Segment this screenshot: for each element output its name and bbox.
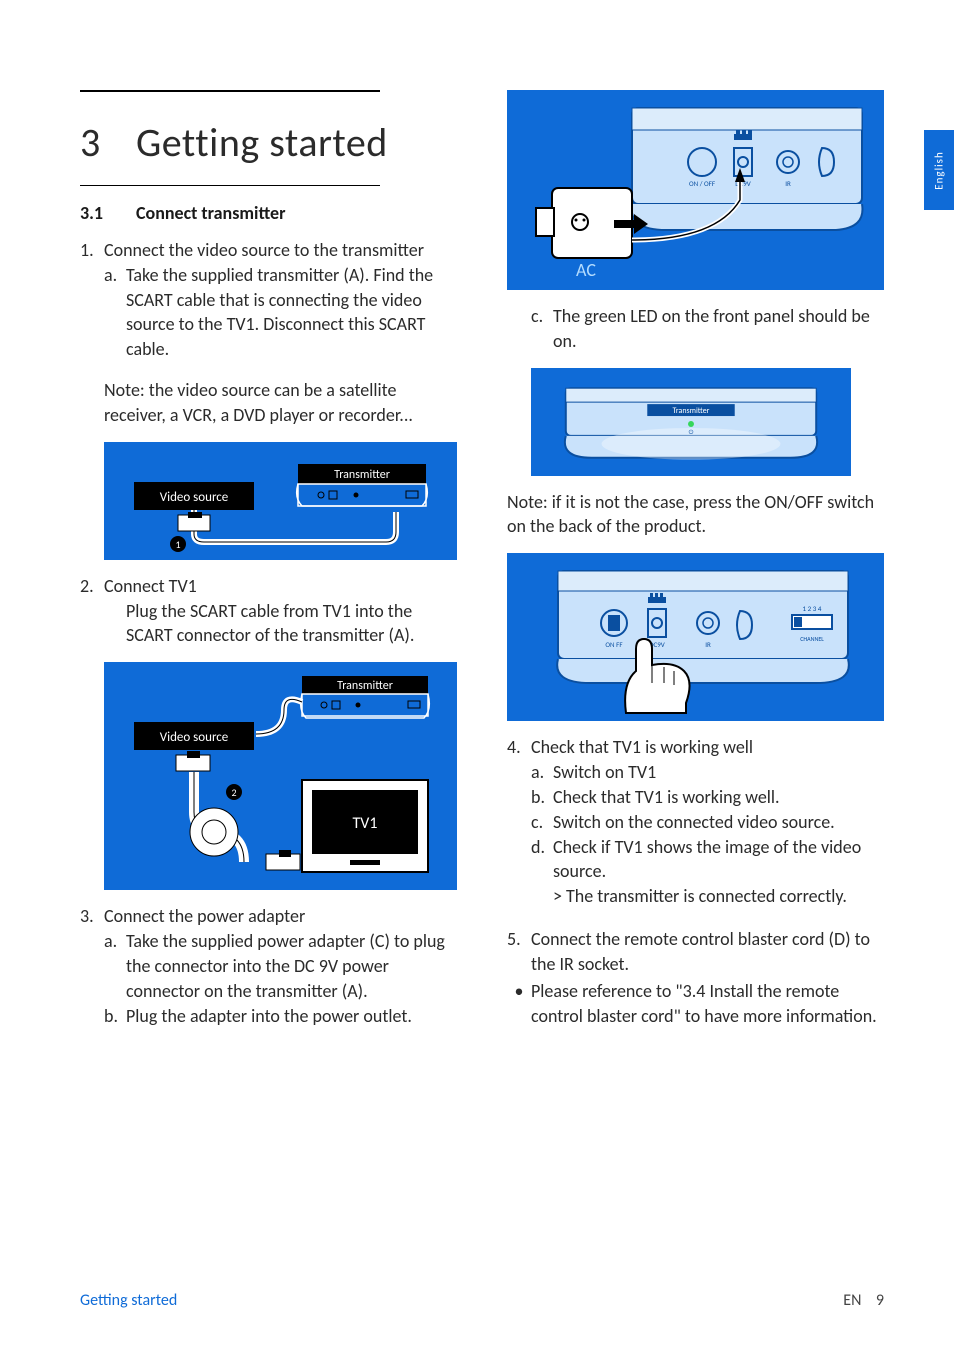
step-4a: a.Switch on TV1 xyxy=(531,760,884,785)
fig5-ir: IR xyxy=(705,640,711,649)
step-3c: c. The green LED on the front panel shou… xyxy=(531,304,884,354)
footer-left: Getting started xyxy=(80,1291,177,1310)
step-4c: c.Switch on the connected video source. xyxy=(531,810,884,835)
fig1-tx-label: Transmitter xyxy=(334,468,390,482)
step-text: Connect the power adapter xyxy=(104,904,457,929)
step-number: 3. xyxy=(80,904,104,929)
figure-2: Transmitter Video source xyxy=(104,662,457,890)
footer-page: 9 xyxy=(876,1291,884,1310)
footer-lang: EN xyxy=(843,1291,861,1310)
note-2: Note: if it is not the case, press the O… xyxy=(507,490,884,540)
footer: Getting started EN 9 xyxy=(80,1291,884,1310)
sub-text: Plug the adapter into the power outlet. xyxy=(126,1004,457,1029)
fig5-ch: 1 2 3 4 xyxy=(802,604,821,613)
step-3: 3. Connect the power adapter xyxy=(80,904,457,929)
step-5-bullet: • Please reference to "3.4 Install the r… xyxy=(507,979,884,1029)
sub-text: Take the supplied power adapter (C) to p… xyxy=(126,929,457,1003)
fig3-onoff: ON / OFF xyxy=(688,179,715,188)
fig2-vs-label: Video source xyxy=(159,730,228,745)
columns: 3Getting started 3.1 Connect transmitter… xyxy=(80,90,884,1028)
step-text: Connect the remote control blaster cord … xyxy=(531,927,884,977)
footer-right: EN 9 xyxy=(843,1291,884,1310)
left-column: 3Getting started 3.1 Connect transmitter… xyxy=(80,90,457,1028)
chapter-title: 3Getting started xyxy=(80,118,457,167)
fig1-badge: 1 xyxy=(175,538,180,551)
sub-letter: b. xyxy=(104,1004,126,1029)
step-5: 5. Connect the remote control blaster co… xyxy=(507,927,884,977)
rule-bottom xyxy=(80,185,380,186)
step-text: Connect the video source to the transmit… xyxy=(104,238,457,263)
figure-5-svg: ON FF DC9V IR 1 2 3 4 xyxy=(516,553,876,721)
figure-2-svg: Transmitter Video source xyxy=(116,662,446,890)
step-text: Check that TV1 is working well xyxy=(531,735,884,760)
body-right: c. The green LED on the front panel shou… xyxy=(507,304,884,1028)
sub-letter: a. xyxy=(104,263,126,362)
fig2-tx-label: Transmitter xyxy=(337,679,393,693)
note-1: Note: the video source can be a satellit… xyxy=(104,378,457,428)
svg-text:⏻: ⏻ xyxy=(689,428,694,436)
chapter-number: 3 xyxy=(80,118,136,167)
step-3a: a. Take the supplied power adapter (C) t… xyxy=(104,929,457,1003)
step-number: 4. xyxy=(507,735,531,760)
fig2-tv-label: TV1 xyxy=(352,814,377,833)
sub-text: The green LED on the front panel should … xyxy=(553,304,884,354)
step-4d: d.Check if TV1 shows the image of the vi… xyxy=(531,835,884,885)
step-2-body: Plug the SCART cable from TV1 into the S… xyxy=(126,599,457,649)
fig3-ir: IR xyxy=(785,179,791,188)
chapter-title-text: Getting started xyxy=(136,118,388,167)
section-title: Connect transmitter xyxy=(136,202,286,224)
sub-letter: c. xyxy=(531,304,553,354)
step-text: Connect TV1 xyxy=(104,574,457,599)
figure-3: ON / OFF DC9V IR xyxy=(507,90,884,290)
figure-5: ON FF DC9V IR 1 2 3 4 xyxy=(507,553,884,721)
fig5-onoff: ON FF xyxy=(605,640,623,649)
section-heading: 3.1 Connect transmitter xyxy=(80,202,457,224)
step-1: 1. Connect the video source to the trans… xyxy=(80,238,457,263)
sub-text: Take the supplied transmitter (A). Find … xyxy=(126,263,457,362)
rule-top xyxy=(80,90,380,92)
step-1a: a. Take the supplied transmitter (A). Fi… xyxy=(104,263,457,362)
figure-4: Transmitter ⏻ xyxy=(531,368,851,476)
step-3b: b. Plug the adapter into the power outle… xyxy=(104,1004,457,1029)
step-4d-result: > The transmitter is connected correctly… xyxy=(553,884,884,909)
fig1-vs-label: Video source xyxy=(159,490,228,505)
bullet-text: Please reference to "3.4 Install the rem… xyxy=(531,979,884,1029)
step-4: 4. Check that TV1 is working well xyxy=(507,735,884,760)
step-4b: b.Check that TV1 is working well. xyxy=(531,785,884,810)
sub-letter: a. xyxy=(104,929,126,1003)
step-number: 1. xyxy=(80,238,104,263)
figure-4-svg: Transmitter ⏻ xyxy=(532,368,850,476)
figure-3-svg: ON / OFF DC9V IR xyxy=(516,90,876,290)
fig3-ac: AC xyxy=(576,259,596,281)
fig5-chlab: CHANNEL xyxy=(800,635,824,643)
figure-1-svg: Video source Transmitter xyxy=(116,442,446,560)
bullet: • xyxy=(507,979,531,1029)
step-number: 5. xyxy=(507,927,531,977)
step-2: 2. Connect TV1 xyxy=(80,574,457,599)
step-number: 2. xyxy=(80,574,104,599)
fig2-badge: 2 xyxy=(231,786,236,799)
page: English 3Getting started 3.1 Connect tra… xyxy=(0,0,954,1350)
body-left: 1. Connect the video source to the trans… xyxy=(80,238,457,1028)
figure-1: Video source Transmitter xyxy=(104,442,457,560)
fig4-tx: Transmitter xyxy=(673,406,710,416)
right-column: ON / OFF DC9V IR xyxy=(507,90,884,1028)
language-tab-label: English xyxy=(933,151,946,189)
language-tab: English xyxy=(924,130,954,210)
section-number: 3.1 xyxy=(80,202,136,224)
